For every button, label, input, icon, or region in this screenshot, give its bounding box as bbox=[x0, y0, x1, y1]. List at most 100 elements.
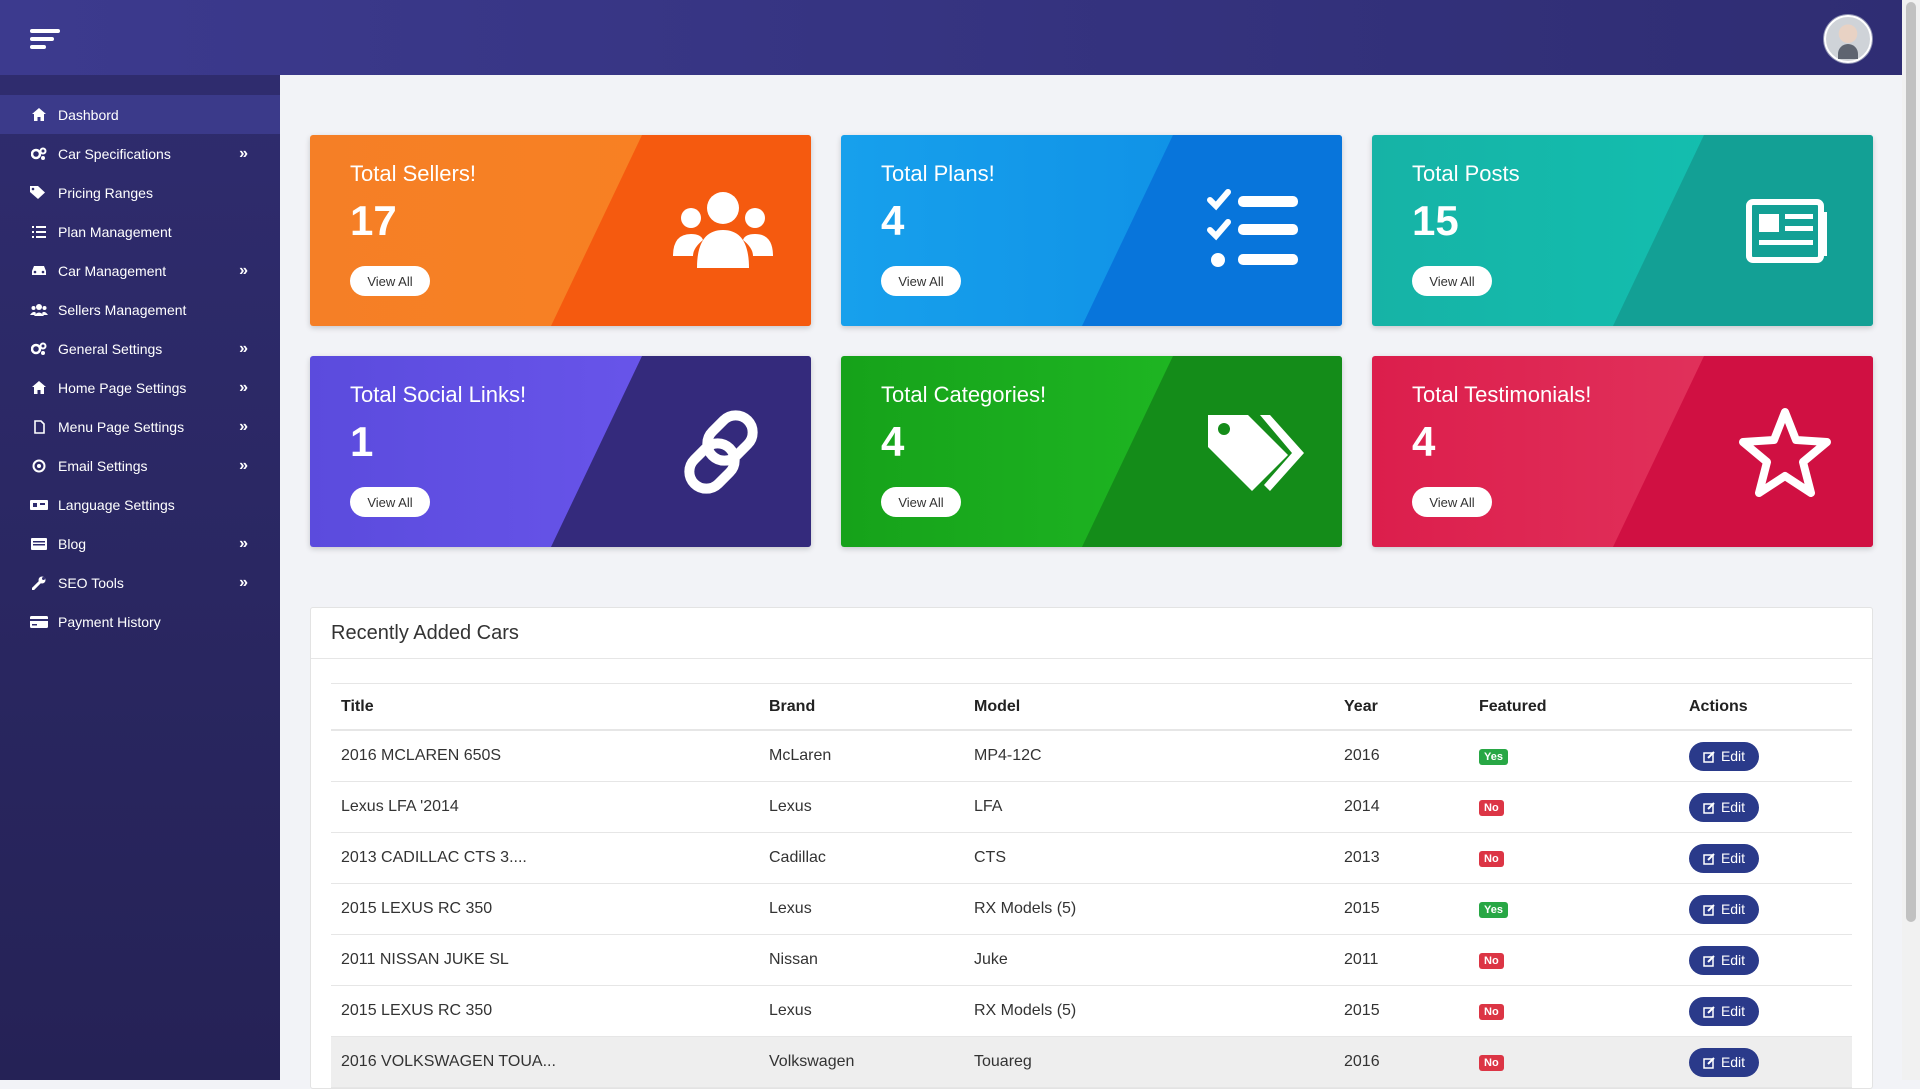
card-total-sellers: Total Sellers! 17 View All bbox=[310, 135, 811, 326]
chevron-right-icon: » bbox=[239, 573, 248, 591]
star-icon bbox=[1739, 407, 1831, 497]
cell-title: 2015 LEXUS RC 350 bbox=[331, 883, 759, 935]
sidebar-item-pricing-ranges[interactable]: Pricing Ranges bbox=[0, 173, 280, 212]
newspaper-icon bbox=[1746, 198, 1827, 263]
edit-button[interactable]: Edit bbox=[1689, 792, 1759, 822]
cell-brand: Nissan bbox=[759, 934, 964, 986]
cell-actions: Edit bbox=[1679, 832, 1852, 884]
sidebar-item-blog[interactable]: Blog » bbox=[0, 524, 280, 563]
tags-icon bbox=[30, 186, 48, 199]
edit-icon bbox=[1703, 750, 1715, 763]
edit-icon bbox=[1703, 1056, 1715, 1069]
sidebar-item-car-specifications[interactable]: Car Specifications » bbox=[0, 134, 280, 173]
column-header: Year bbox=[1334, 683, 1469, 731]
list-check-icon bbox=[1207, 188, 1298, 267]
chevron-right-icon: » bbox=[239, 456, 248, 474]
sidebar-item-car-management[interactable]: Car Management » bbox=[0, 251, 280, 290]
edit-button[interactable]: Edit bbox=[1689, 843, 1759, 873]
card-value: 4 bbox=[881, 197, 905, 244]
edit-button[interactable]: Edit bbox=[1689, 996, 1759, 1026]
sidebar-item-label: Dashbord bbox=[58, 106, 119, 123]
main-content: Total Sellers! 17 View All Total Plans! … bbox=[280, 75, 1902, 1089]
featured-badge: No bbox=[1479, 953, 1504, 969]
edit-label: Edit bbox=[1720, 901, 1746, 917]
scrollbar[interactable] bbox=[1902, 0, 1920, 1080]
featured-badge: No bbox=[1479, 1004, 1504, 1020]
card-total-social-links: Total Social Links! 1 View All bbox=[310, 356, 811, 547]
cell-brand: Lexus bbox=[759, 883, 964, 935]
sidebar-item-seo-tools[interactable]: SEO Tools » bbox=[0, 563, 280, 602]
scrollbar-thumb[interactable] bbox=[1906, 2, 1916, 922]
list-icon bbox=[30, 225, 48, 238]
recent-cars-panel: Recently Added Cars Title Brand Model Ye… bbox=[310, 607, 1873, 1089]
sidebar-item-label: Blog bbox=[58, 535, 87, 552]
cell-featured: No bbox=[1469, 832, 1679, 884]
cell-featured: Yes bbox=[1469, 883, 1679, 935]
cell-model: LFA bbox=[964, 781, 1334, 833]
view-all-social-links-button[interactable]: View All bbox=[350, 487, 430, 517]
cell-featured: No bbox=[1469, 985, 1679, 1037]
sidebar-item-plan-management[interactable]: Plan Management bbox=[0, 212, 280, 251]
edit-icon bbox=[1703, 852, 1715, 865]
cell-model: RX Models (5) bbox=[964, 985, 1334, 1037]
language-icon bbox=[30, 499, 48, 511]
sidebar-item-label: Pricing Ranges bbox=[58, 184, 153, 201]
view-all-testimonials-button[interactable]: View All bbox=[1412, 487, 1492, 517]
sidebar-item-general-settings[interactable]: General Settings » bbox=[0, 329, 280, 368]
file-icon bbox=[30, 419, 48, 434]
cell-actions: Edit bbox=[1679, 781, 1852, 833]
wrench-icon bbox=[30, 576, 48, 590]
users-icon bbox=[30, 303, 48, 316]
avatar[interactable] bbox=[1824, 15, 1872, 63]
view-all-sellers-button[interactable]: View All bbox=[350, 266, 430, 296]
chevron-right-icon: » bbox=[239, 339, 248, 357]
at-icon bbox=[30, 459, 48, 473]
column-header: Featured bbox=[1469, 683, 1679, 731]
chevron-right-icon: » bbox=[239, 417, 248, 435]
column-header: Model bbox=[964, 683, 1334, 731]
tags-icon bbox=[1208, 414, 1304, 491]
view-all-posts-button[interactable]: View All bbox=[1412, 266, 1492, 296]
edit-label: Edit bbox=[1720, 1054, 1746, 1070]
featured-badge: No bbox=[1479, 1055, 1504, 1071]
newspaper-icon bbox=[30, 537, 48, 550]
cell-brand: Cadillac bbox=[759, 832, 964, 884]
cell-featured: Yes bbox=[1469, 730, 1679, 782]
sidebar-item-dashboard[interactable]: Dashbord bbox=[0, 95, 280, 134]
sidebar-item-sellers-management[interactable]: Sellers Management bbox=[0, 290, 280, 329]
cell-year: 2013 bbox=[1334, 832, 1469, 884]
cell-model: MP4-12C bbox=[964, 730, 1334, 782]
sidebar-item-label: Car Management bbox=[58, 262, 167, 279]
chevron-right-icon: » bbox=[239, 378, 248, 396]
sidebar-item-language-settings[interactable]: Language Settings bbox=[0, 485, 280, 524]
card-title: Total Categories! bbox=[881, 382, 1047, 407]
edit-button[interactable]: Edit bbox=[1689, 741, 1759, 771]
sidebar-item-email-settings[interactable]: Email Settings » bbox=[0, 446, 280, 485]
cell-title: 2013 CADILLAC CTS 3.... bbox=[331, 832, 759, 884]
featured-badge: No bbox=[1479, 800, 1504, 816]
view-all-categories-button[interactable]: View All bbox=[881, 487, 961, 517]
sidebar-item-menu-page-settings[interactable]: Menu Page Settings » bbox=[0, 407, 280, 446]
sidebar-item-label: SEO Tools bbox=[58, 574, 124, 591]
sidebar-item-label: Menu Page Settings bbox=[58, 418, 185, 435]
sidebar-item-payment-history[interactable]: Payment History bbox=[0, 602, 280, 641]
edit-button[interactable]: Edit bbox=[1689, 894, 1759, 924]
cogs-icon bbox=[30, 342, 48, 356]
edit-button[interactable]: Edit bbox=[1689, 945, 1759, 975]
cell-actions: Edit bbox=[1679, 934, 1852, 986]
card-total-posts: Total Posts 15 View All bbox=[1372, 135, 1873, 326]
cell-featured: No bbox=[1469, 781, 1679, 833]
table-row: 2016 VOLKSWAGEN TOUA... Volkswagen Touareg… bbox=[331, 1036, 1852, 1088]
menu-toggle-icon[interactable] bbox=[30, 29, 62, 51]
cogs-icon bbox=[30, 147, 48, 161]
sidebar-item-home-page-settings[interactable]: Home Page Settings » bbox=[0, 368, 280, 407]
featured-badge: No bbox=[1479, 851, 1504, 867]
card-total-categories: Total Categories! 4 View All bbox=[841, 356, 1342, 547]
table-header-row: Title Brand Model Year Featured Actions bbox=[331, 683, 1852, 731]
card-title: Total Sellers! bbox=[350, 161, 476, 186]
cell-year: 2016 bbox=[1334, 1036, 1469, 1088]
view-all-plans-button[interactable]: View All bbox=[881, 266, 961, 296]
edit-button[interactable]: Edit bbox=[1689, 1047, 1759, 1077]
edit-icon bbox=[1703, 801, 1715, 814]
credit-card-icon bbox=[30, 615, 48, 628]
